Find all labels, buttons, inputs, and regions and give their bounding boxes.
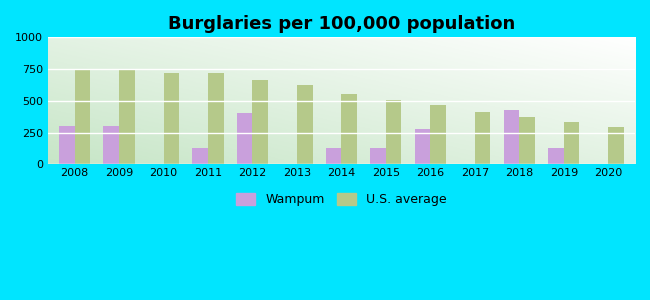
Bar bbox=[252, 80, 268, 164]
Bar bbox=[164, 74, 179, 164]
Bar bbox=[519, 117, 535, 164]
Bar bbox=[237, 113, 252, 164]
Bar bbox=[326, 148, 341, 164]
Bar bbox=[475, 112, 491, 164]
Bar bbox=[564, 122, 579, 164]
Legend: Wampum, U.S. average: Wampum, U.S. average bbox=[231, 188, 452, 211]
Bar bbox=[504, 110, 519, 164]
Bar bbox=[608, 127, 624, 164]
Bar bbox=[415, 129, 430, 164]
Bar bbox=[548, 148, 564, 164]
Bar bbox=[208, 74, 224, 164]
Bar bbox=[430, 105, 446, 164]
Bar bbox=[119, 70, 135, 164]
Bar bbox=[386, 100, 402, 164]
Bar bbox=[341, 94, 357, 164]
Bar bbox=[59, 126, 75, 164]
Bar bbox=[370, 148, 386, 164]
Bar bbox=[192, 148, 208, 164]
Bar bbox=[75, 69, 90, 164]
Title: Burglaries per 100,000 population: Burglaries per 100,000 population bbox=[168, 15, 515, 33]
Bar bbox=[103, 126, 119, 164]
Bar bbox=[297, 85, 313, 164]
